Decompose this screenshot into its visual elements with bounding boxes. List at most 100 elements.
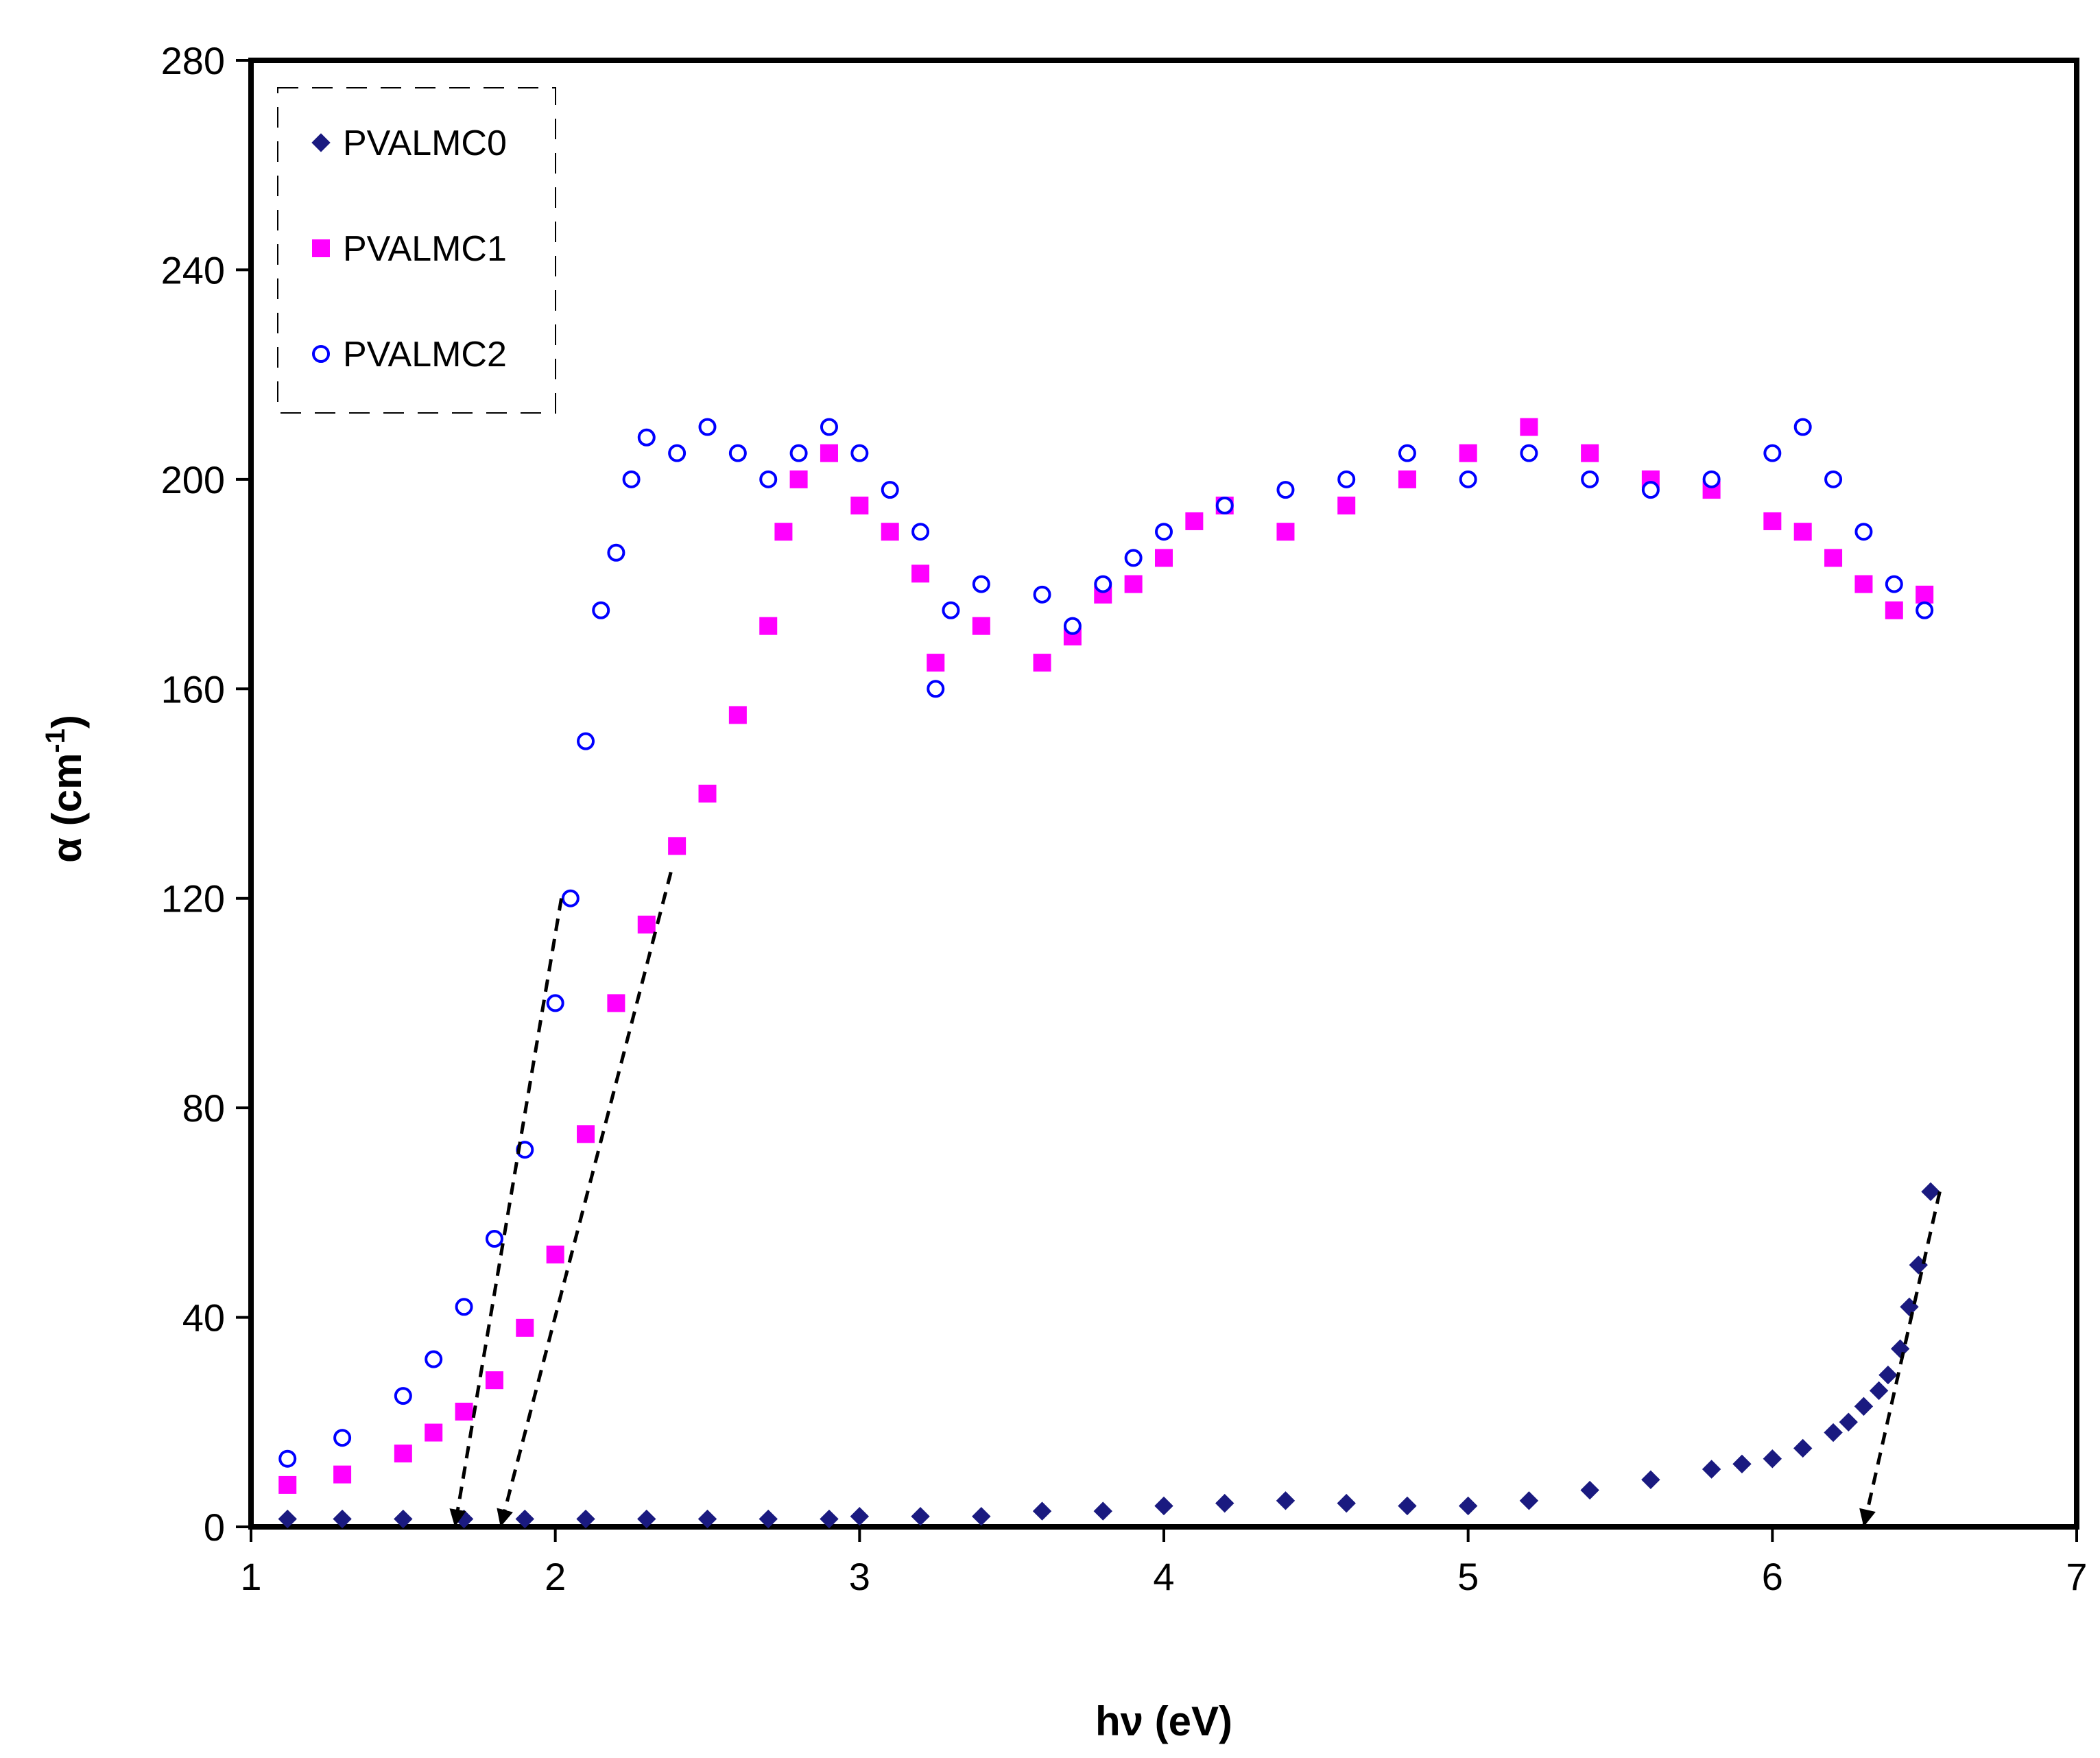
legend-item-PVALMC0: PVALMC0 <box>311 123 507 163</box>
data-point <box>927 680 945 698</box>
extrapolation-arrowhead <box>449 1508 466 1527</box>
data-point <box>1793 1438 1813 1458</box>
legend-marker <box>312 239 330 257</box>
data-point <box>1398 470 1416 488</box>
data-point <box>278 1449 297 1468</box>
data-point <box>1155 523 1173 541</box>
data-point <box>394 1387 412 1405</box>
data-point <box>668 444 687 462</box>
plot-area <box>248 58 2079 1530</box>
data-point <box>1885 575 1903 593</box>
legend-item-PVALMC2: PVALMC2 <box>312 335 507 375</box>
legend-label: PVALMC0 <box>343 123 507 163</box>
y-axis: 0 40 80 120 160 200 240 280 <box>161 39 251 1549</box>
data-point <box>1337 1493 1356 1513</box>
data-point <box>577 732 595 750</box>
y-tick-label: 200 <box>161 458 225 501</box>
data-point <box>485 1371 503 1390</box>
data-point <box>728 706 747 724</box>
data-point <box>607 543 625 562</box>
data-point <box>637 915 656 934</box>
data-point <box>1793 418 1812 436</box>
data-point <box>1824 549 1843 567</box>
extrapolation-line <box>499 871 673 1528</box>
x-axis: 1 2 3 4 5 6 7 <box>240 1527 2088 1598</box>
series-PVALMC2 <box>278 418 1934 1468</box>
data-point <box>881 481 899 499</box>
data-point <box>850 497 869 515</box>
data-point <box>1337 470 1356 488</box>
data-point <box>774 523 793 541</box>
data-point <box>637 1509 656 1529</box>
legend-item-PVALMC1: PVALMC1 <box>312 229 507 269</box>
series-PVALMC0 <box>278 1182 1940 1529</box>
data-point <box>1276 523 1295 541</box>
extrapolation-lines <box>449 871 1942 1528</box>
data-point <box>1854 523 1873 541</box>
data-point <box>1276 481 1295 499</box>
data-point <box>1916 585 1934 604</box>
x-tick-label: 2 <box>545 1555 566 1598</box>
data-point <box>1878 1365 1898 1385</box>
data-point <box>1581 470 1599 488</box>
legend-label: PVALMC1 <box>343 229 507 269</box>
data-point <box>333 1509 352 1529</box>
extrapolation-line <box>453 898 564 1528</box>
data-point <box>485 1230 503 1248</box>
data-point <box>1854 1397 1874 1416</box>
y-tick-label: 120 <box>161 877 225 920</box>
x-tick-label: 1 <box>240 1555 261 1598</box>
data-point <box>1519 1491 1539 1510</box>
y-tick-label: 280 <box>161 39 225 82</box>
y-tick-label: 240 <box>161 248 225 292</box>
data-point <box>1215 497 1234 515</box>
data-point <box>1033 654 1051 672</box>
data-point <box>637 428 656 447</box>
legend: PVALMC0 PVALMC1 PVALMC2 <box>277 87 556 414</box>
data-point <box>698 418 717 436</box>
data-point <box>1398 444 1416 462</box>
data-point <box>1885 601 1903 619</box>
data-point <box>820 444 838 462</box>
data-point <box>592 601 610 619</box>
data-point <box>561 889 580 907</box>
series-layer <box>278 418 1940 1529</box>
data-point <box>278 1509 297 1529</box>
data-point <box>1580 1480 1599 1500</box>
data-point <box>911 1507 930 1526</box>
data-point <box>1185 512 1204 530</box>
data-point <box>1916 601 1934 619</box>
data-point <box>820 1509 839 1529</box>
data-point <box>789 470 808 488</box>
data-point <box>1824 1423 1843 1442</box>
data-point <box>759 470 778 488</box>
data-point <box>1032 1501 1052 1521</box>
data-point <box>759 617 778 635</box>
data-point <box>1520 418 1538 436</box>
data-point <box>333 1429 352 1447</box>
data-point <box>1839 1412 1858 1432</box>
data-point <box>546 1245 564 1263</box>
data-point <box>698 785 717 803</box>
data-point <box>455 1403 473 1421</box>
x-tick-label: 7 <box>2066 1555 2087 1598</box>
extrapolation-arrowhead <box>1859 1508 1876 1527</box>
data-point <box>1215 1493 1234 1513</box>
data-point <box>1337 497 1356 515</box>
data-point <box>622 470 641 488</box>
x-tick-label: 4 <box>1153 1555 1174 1598</box>
data-point <box>1093 1501 1112 1521</box>
data-point <box>697 1509 717 1529</box>
data-point <box>1520 444 1538 462</box>
data-point <box>1276 1491 1296 1510</box>
series-PVALMC1 <box>278 418 1934 1494</box>
data-point <box>911 523 930 541</box>
y-tick-label: 40 <box>182 1296 225 1340</box>
data-point <box>1702 1460 1721 1479</box>
data-point <box>728 444 747 462</box>
data-point <box>759 1509 778 1529</box>
data-point <box>1033 585 1051 604</box>
legend-box <box>277 87 556 414</box>
data-point <box>1124 575 1143 593</box>
